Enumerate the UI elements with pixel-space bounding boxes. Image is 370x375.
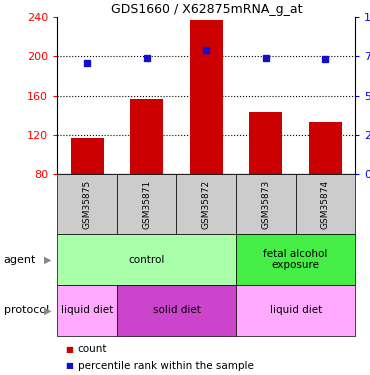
Bar <box>71 138 104 174</box>
Text: ▶: ▶ <box>44 305 52 315</box>
Bar <box>57 234 236 285</box>
Text: protocol: protocol <box>4 305 49 315</box>
Text: liquid diet: liquid diet <box>61 305 113 315</box>
Bar <box>236 234 355 285</box>
Text: GSM35875: GSM35875 <box>83 180 92 229</box>
Text: GSM35874: GSM35874 <box>321 180 330 229</box>
Bar <box>236 285 355 336</box>
Text: ■: ■ <box>65 345 73 354</box>
Bar <box>249 112 282 174</box>
Text: GSM35873: GSM35873 <box>261 180 270 229</box>
Bar <box>176 174 236 234</box>
Text: liquid diet: liquid diet <box>269 305 322 315</box>
Text: percentile rank within the sample: percentile rank within the sample <box>78 361 253 370</box>
Text: GSM35871: GSM35871 <box>142 180 151 229</box>
Bar <box>236 174 296 234</box>
Text: ▶: ▶ <box>44 255 52 265</box>
Text: agent: agent <box>4 255 36 265</box>
Bar <box>296 174 355 234</box>
Bar <box>57 174 117 234</box>
Text: solid diet: solid diet <box>152 305 201 315</box>
Bar <box>190 20 223 174</box>
Text: fetal alcohol
exposure: fetal alcohol exposure <box>263 249 328 270</box>
Bar <box>117 285 236 336</box>
Bar <box>309 122 342 174</box>
Text: GSM35872: GSM35872 <box>202 180 211 229</box>
Bar <box>57 285 117 336</box>
Bar <box>130 99 163 174</box>
Text: ■: ■ <box>65 361 73 370</box>
Title: GDS1660 / X62875mRNA_g_at: GDS1660 / X62875mRNA_g_at <box>111 3 302 16</box>
Text: control: control <box>128 255 165 265</box>
Bar <box>117 174 176 234</box>
Text: count: count <box>78 345 107 354</box>
